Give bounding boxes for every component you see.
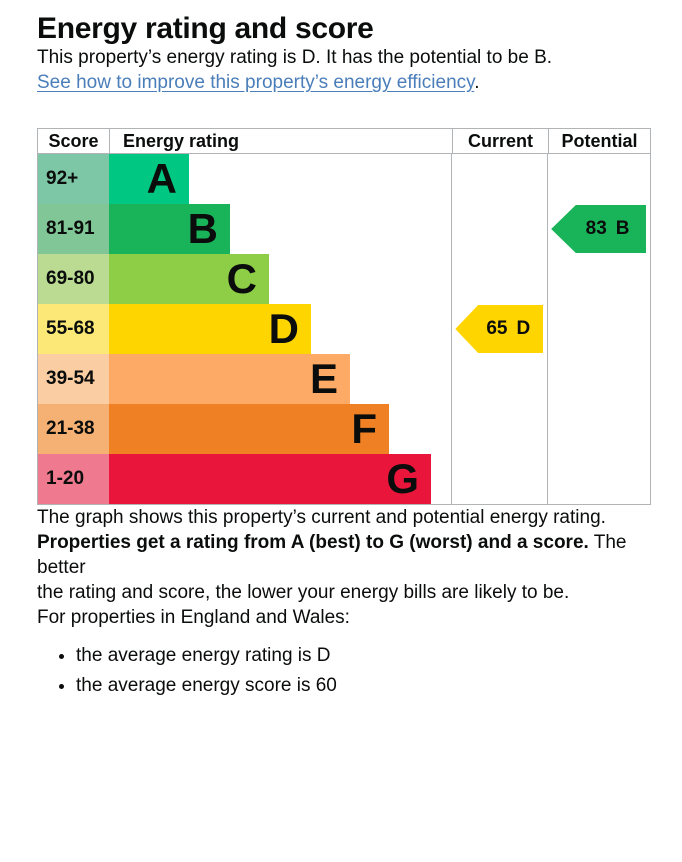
rating-explanation: Properties get a rating from A (best) to… [37,530,652,605]
list-item: the average energy rating is D [76,643,652,668]
region-heading: For properties in England and Wales: [37,607,350,628]
current-rating-arrow: 65 D [455,305,544,353]
current-score: 65 [486,318,508,339]
potential-rating-arrow: 83 B [551,205,646,253]
band-row-b: 81-91 B [38,204,451,254]
chart-header-row: Score Energy rating Current Potential [38,129,650,154]
rating-summary: This property’s energy rating is D. It h… [37,47,553,68]
band-score-range: 92+ [38,154,109,204]
band-score-range: 55-68 [38,304,109,354]
band-row-c: 69-80 C [38,254,451,304]
band-bar-e: E [109,354,350,404]
band-bar-d: D [109,304,311,354]
band-score-range: 69-80 [38,254,109,304]
current-letter: D [516,318,531,339]
band-row-e: 39-54 E [38,354,451,404]
graph-caption: The graph shows this property’s current … [37,507,606,528]
rating-explanation-line2: the rating and score, the lower your ene… [37,582,570,603]
band-score-range: 21-38 [38,404,109,454]
chart-body: 92+ A 81-91 B 69-80 C 55-68 D 39-54 E 21-38 F 1-20 G … [38,154,650,504]
band-bar-g: G [109,454,431,504]
page-title: Energy rating and score [37,12,374,45]
band-bar-c: C [109,254,269,304]
energy-rating-chart: Score Energy rating Current Potential 92… [37,128,651,505]
rating-bands-column: 92+ A 81-91 B 69-80 C 55-68 D 39-54 E 21-38 F 1-20 G [38,154,451,504]
header-score: Score [48,130,99,151]
header-current: Current [452,129,548,153]
energy-rating-page: Energy rating and score This property’s … [0,0,682,698]
band-score-range: 81-91 [38,204,109,254]
band-row-a: 92+ A [38,154,451,204]
improve-efficiency-link[interactable]: See how to improve this property’s energ… [37,72,475,93]
potential-column: 83 B [547,154,650,504]
band-bar-f: F [109,404,389,454]
band-row-f: 21-38 F [38,404,451,454]
rating-explanation-bold: Properties get a rating from A (best) to… [37,532,589,553]
band-row-d: 55-68 D [38,304,451,354]
band-score-range: 1-20 [38,454,109,504]
improve-link-line: See how to improve this property’s energ… [37,70,652,95]
potential-score: 83 [585,218,607,239]
band-bar-b: B [109,204,230,254]
header-potential: Potential [548,129,650,153]
averages-list: the average energy rating is D the avera… [37,643,652,698]
potential-letter: B [615,218,630,239]
header-energy-rating: Energy rating [109,129,452,153]
list-item: the average energy score is 60 [76,673,652,698]
link-suffix: . [474,72,480,93]
current-column: 65 D [451,154,547,504]
band-row-g: 1-20 G [38,454,451,504]
rating-explanation-cont: The better [37,532,627,578]
band-bar-a: A [109,154,189,204]
band-score-range: 39-54 [38,354,109,404]
